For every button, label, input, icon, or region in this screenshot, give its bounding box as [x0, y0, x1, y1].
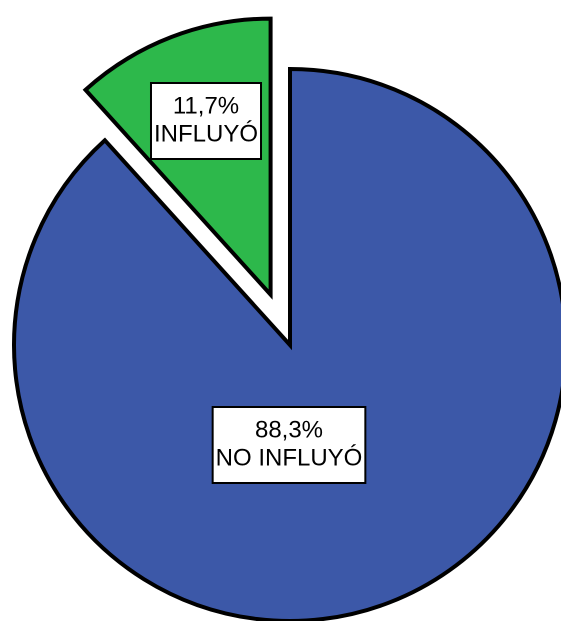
value-label: 11,7% [173, 92, 239, 119]
label-box [211, 406, 367, 484]
label-box [149, 82, 263, 160]
slice-label: 11,7%INFLUYÓ [149, 82, 263, 160]
pie-slice [12, 66, 561, 621]
value-label: 88,3% [255, 416, 323, 443]
slice-label: 88,3%NO INFLUYÓ [211, 406, 367, 484]
category-label: NO INFLUYÓ [216, 444, 363, 471]
category-label: INFLUYÓ [154, 120, 258, 147]
